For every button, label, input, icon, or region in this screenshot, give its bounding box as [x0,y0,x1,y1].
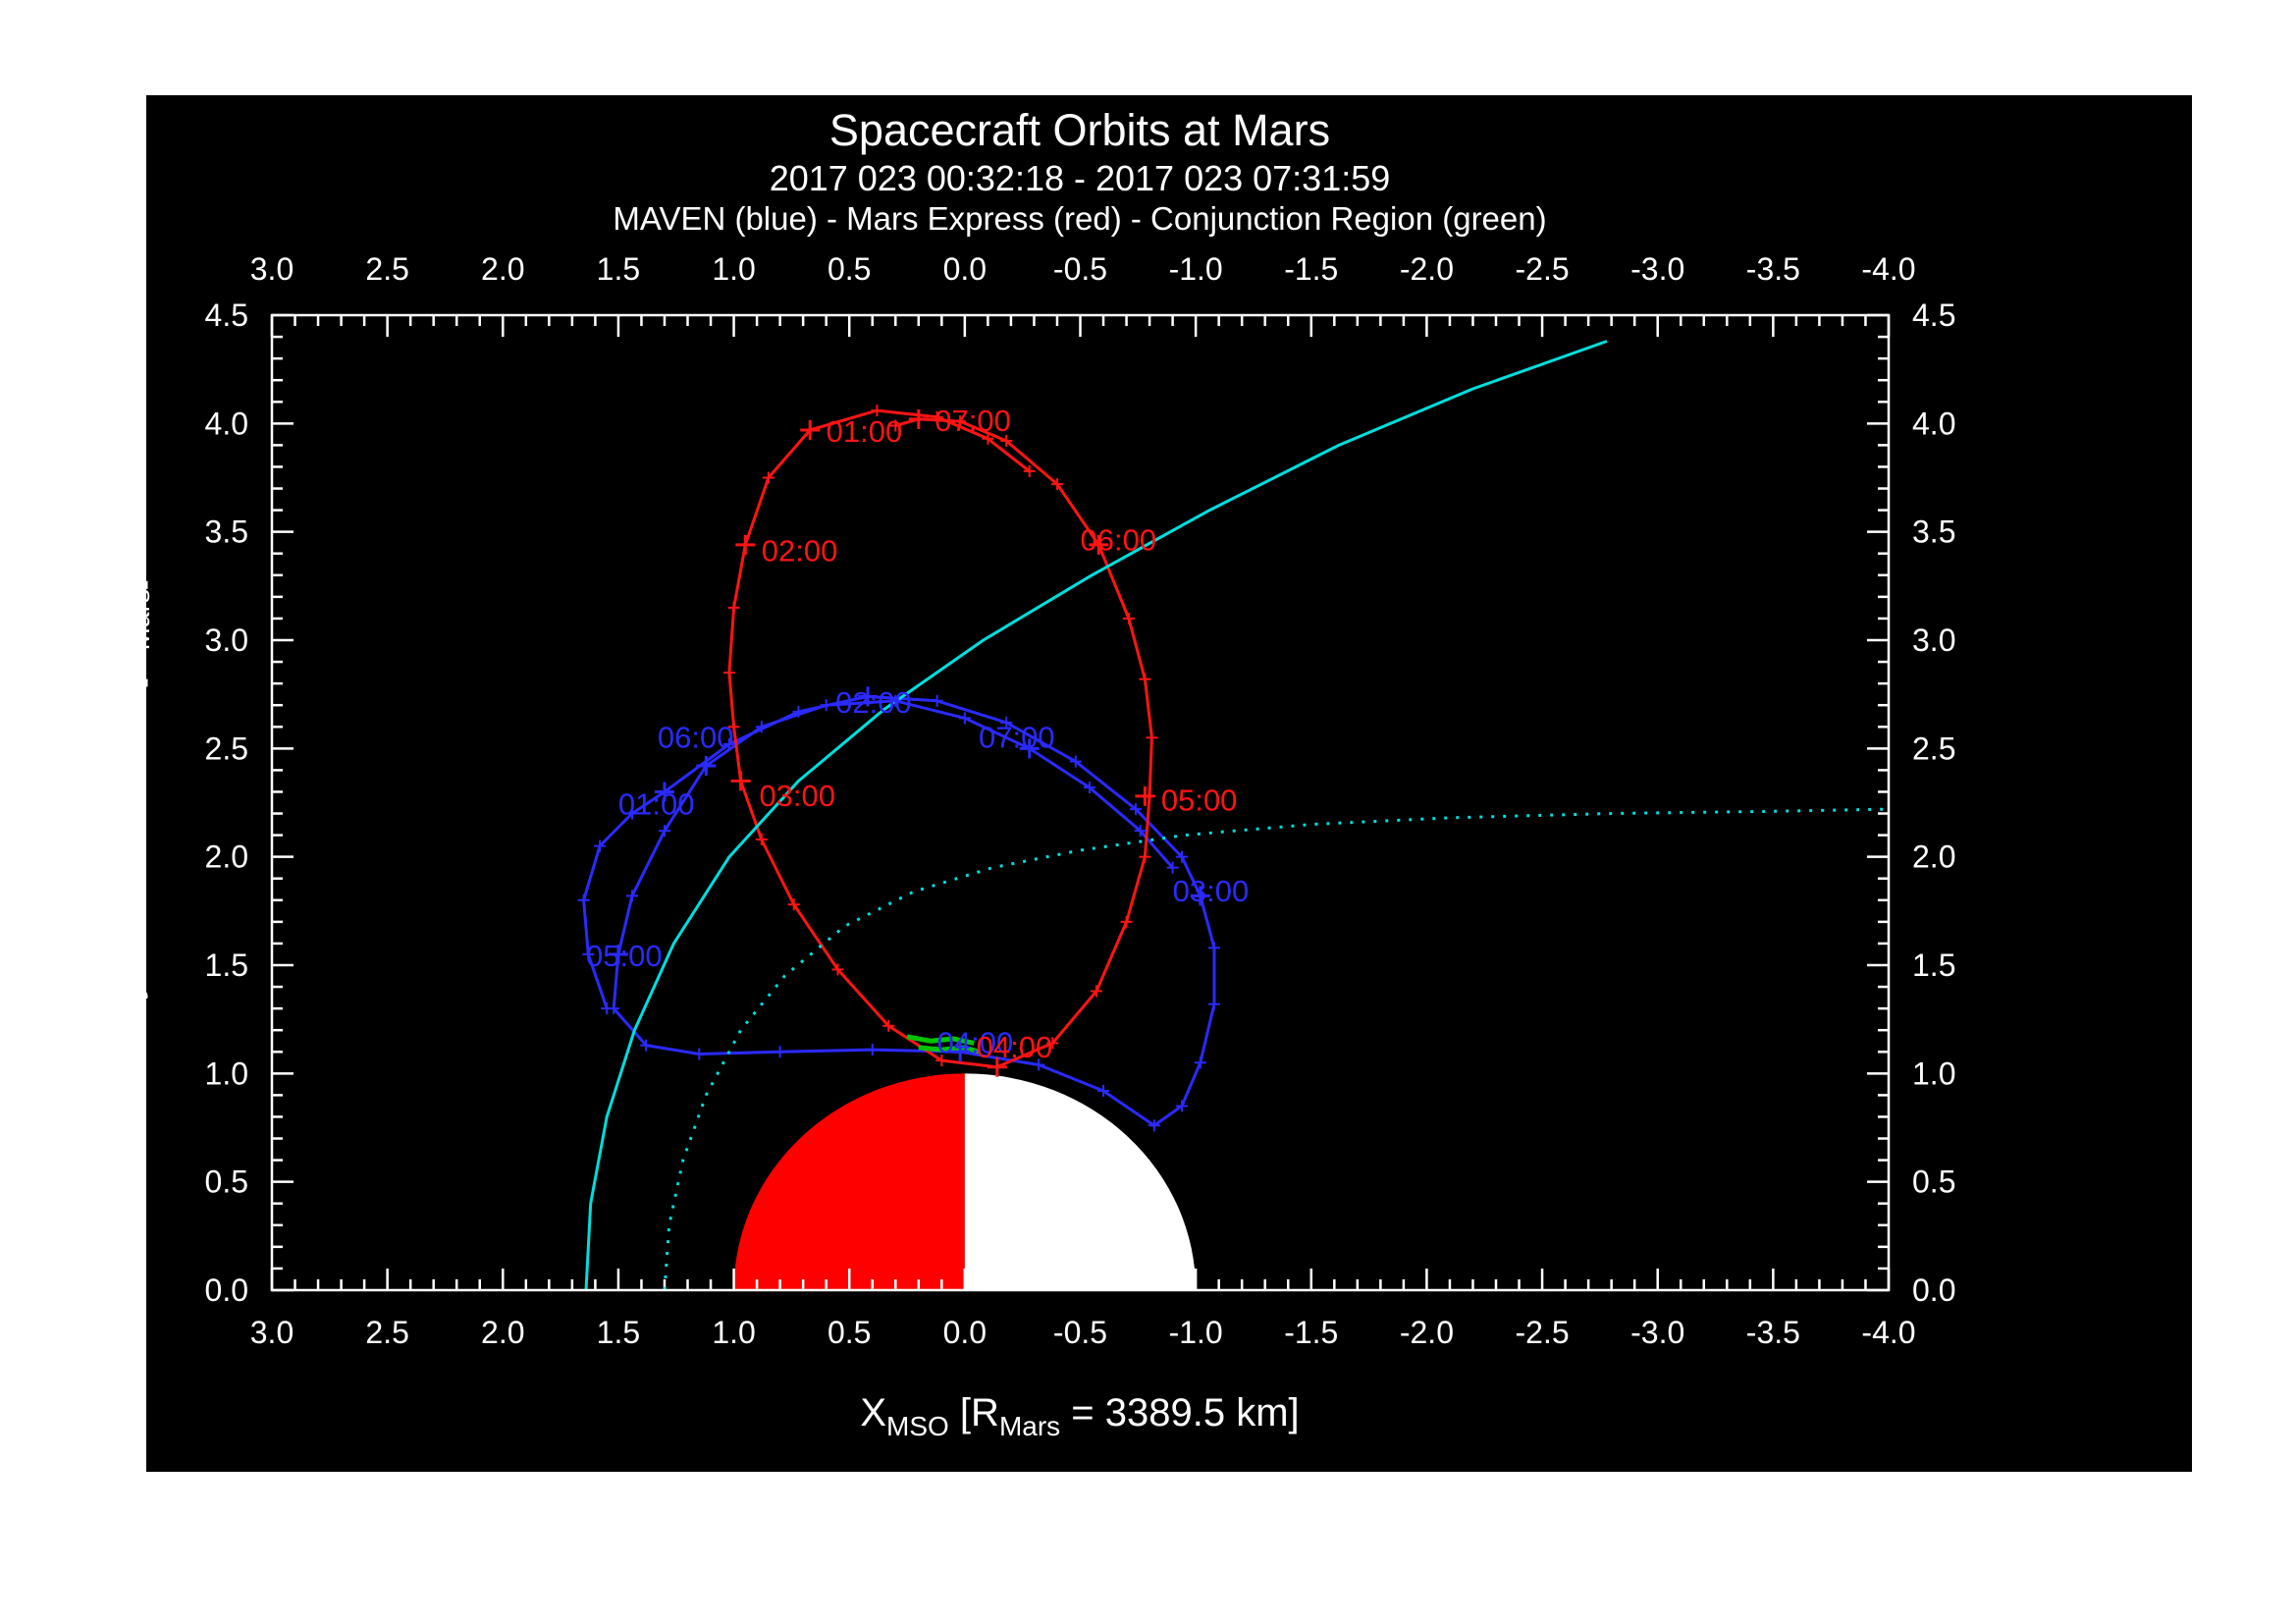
maven-time-label: 05:00 [586,939,663,973]
maven-time-label: 03:00 [1173,874,1250,908]
x-tick-label-top: -4.0 [1861,251,1915,287]
x-tick-label-bottom: 3.0 [250,1315,294,1350]
mars-express-time-label: 02:00 [762,534,838,568]
x-tick-label-bottom: 1.0 [712,1315,755,1350]
x-tick-label-bottom: -3.0 [1630,1315,1684,1350]
x-tick-label-top: -0.5 [1053,251,1107,287]
y-tick-label-left: 0.0 [205,1272,248,1308]
x-axis-title-mid: [R [949,1391,999,1434]
x-tick-label-bottom: -3.5 [1746,1315,1800,1350]
x-tick-label-top: -2.5 [1516,251,1570,287]
y-tick-label-right: 1.5 [1912,947,1955,983]
maven-curve [582,694,1216,1127]
axis-ticks [270,313,1891,1292]
mars-dayside-half [733,1073,965,1290]
y-tick-label-right: 4.0 [1912,406,1955,441]
y-axis-title-main: Cylendrical Radius [R [105,650,148,1028]
x-tick-label-bottom: -2.5 [1516,1315,1570,1350]
y-tick-label-left: 2.0 [205,839,248,875]
x-axis-title-end: = 3389.5 km] [1060,1391,1299,1434]
mars-express-time-label: 04:00 [977,1030,1053,1064]
maven-time-label: 07:00 [979,720,1055,754]
x-tick-label-top: 1.5 [597,251,640,287]
x-tick-label-top: -1.0 [1169,251,1223,287]
x-axis-title-sub-mso: MSO [886,1411,949,1441]
boundary-curve-solid-curve [584,340,1608,1291]
x-tick-label-bottom: 2.5 [365,1315,408,1350]
y-tick-label-left: 3.5 [205,514,248,550]
x-tick-label-bottom: 1.5 [597,1315,640,1350]
maven-time-label: 06:00 [658,720,734,754]
x-axis-title: XMSO [RMars = 3389.5 km] [860,1391,1299,1441]
x-tick-label-top: 0.0 [943,251,987,287]
x-tick-label-top: 3.0 [250,251,294,287]
x-axis-title-sub-mars: Mars [999,1411,1060,1441]
x-tick-label-top: -1.5 [1284,251,1338,287]
maven-time-label: 01:00 [618,787,695,822]
mars-express-time-label: 03:00 [759,779,835,813]
x-tick-label-bottom: -0.5 [1053,1315,1107,1350]
x-tick-label-top: 1.0 [712,251,755,287]
orbit-plus-markers [577,405,1220,1132]
y-axis-title-end: ] [105,578,148,589]
legend-line: MAVEN (blue) - Mars Express (red) - Conj… [613,200,1546,237]
y-tick-label-left: 2.5 [205,730,248,766]
mars-express-time-label: 07:00 [934,404,1011,438]
mars-nightside-half [964,1073,1197,1290]
axis-tick-labels: 3.0 3.0 2.5 2.5 2.0 2.0 1.5 1.5 1.0 1.0 0.5 0.5 0.0 0… [205,251,1956,1350]
x-tick-label-bottom: -1.0 [1169,1315,1223,1350]
y-tick-label-right: 1.0 [1912,1055,1955,1091]
mars-express-time-label: 01:00 [827,414,903,449]
x-tick-label-bottom: 2.0 [481,1315,524,1350]
y-tick-label-left: 1.0 [205,1055,248,1091]
orbit-time-labels: 01:00 02:00 03:00 04:00 05:00 06:00 07:00 01:00… [586,404,1249,1064]
time-range-subtitle: 2017 023 00:32:18 - 2017 023 07:31:59 [770,158,1391,198]
conjunction-region-curve [906,1034,975,1046]
page-title: Spacecraft Orbits at Mars [829,105,1330,155]
x-tick-label-top: -2.0 [1400,251,1454,287]
x-tick-label-top: 2.5 [365,251,408,287]
y-tick-label-left: 0.5 [205,1164,248,1200]
y-tick-label-right: 0.0 [1912,1272,1955,1308]
y-tick-label-right: 2.5 [1912,730,1955,766]
x-tick-label-top: 2.0 [481,251,524,287]
y-axis-title-sub-mars: Mars [125,589,155,650]
y-tick-label-right: 3.0 [1912,622,1955,658]
x-tick-label-bottom: -2.0 [1400,1315,1454,1350]
x-tick-label-bottom: 0.0 [943,1315,987,1350]
y-tick-label-left: 3.0 [205,622,248,658]
y-tick-label-left: 4.5 [205,298,248,333]
plot-frame [270,313,1891,1292]
x-tick-label-bottom: 0.5 [828,1315,871,1350]
y-tick-label-right: 2.0 [1912,839,1955,875]
mars-express-time-label: 05:00 [1161,783,1238,817]
y-axis-title: Cylendrical Radius [RMars] [105,578,155,1028]
x-tick-label-bottom: -4.0 [1861,1315,1915,1350]
conjunction-region-curve [918,1045,980,1055]
y-tick-label-left: 1.5 [205,947,248,983]
x-tick-label-top: -3.5 [1746,251,1800,287]
x-axis-title-main: X [860,1391,886,1434]
y-tick-label-left: 4.0 [205,406,248,441]
y-tick-label-right: 3.5 [1912,514,1955,550]
x-tick-label-top: 0.5 [828,251,871,287]
mars-express-time-label: 06:00 [1081,522,1157,557]
mars-disk [733,1073,1197,1290]
y-tick-label-right: 0.5 [1912,1164,1955,1200]
maven-time-label: 02:00 [835,685,912,720]
boundary-curve-dotted-curve [663,807,1890,1291]
x-tick-label-top: -3.0 [1630,251,1684,287]
x-tick-label-bottom: -1.5 [1284,1315,1338,1350]
maven-time-label: 04:00 [937,1025,1014,1059]
y-tick-label-right: 4.5 [1912,298,1955,333]
